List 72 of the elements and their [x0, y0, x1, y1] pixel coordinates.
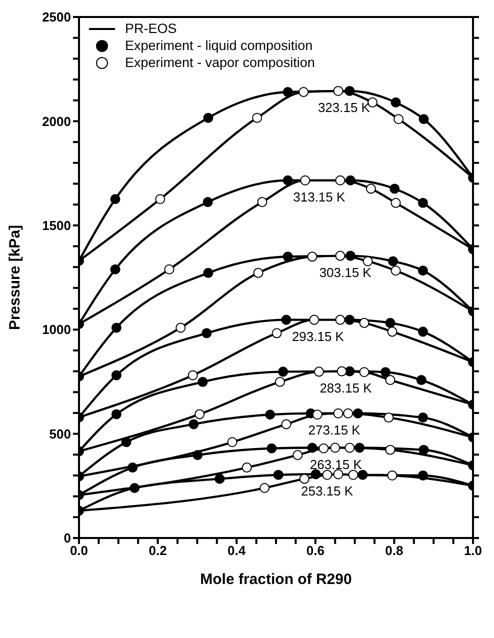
- point: [384, 412, 394, 423]
- y-axis-title: Pressure [kPa]: [6, 224, 24, 330]
- annotation: 253.15 K: [301, 483, 354, 498]
- point: [260, 482, 270, 493]
- y-tick-label: 0: [64, 530, 71, 546]
- x-tick-label: 0.4: [228, 543, 246, 558]
- point: [188, 370, 198, 380]
- legend-label: Experiment - liquid composition: [125, 37, 313, 54]
- point: [385, 375, 396, 386]
- point: [390, 266, 401, 276]
- point: [242, 462, 252, 473]
- point: [335, 314, 346, 325]
- point: [274, 376, 285, 387]
- legend-label: Experiment - vapor composition: [125, 54, 315, 71]
- point: [322, 470, 332, 480]
- annotation: 263.15 K: [310, 456, 362, 472]
- annotation: 313.15 K: [293, 190, 346, 205]
- y-tick-label: 2500: [42, 10, 71, 25]
- y-tick-label: 500: [49, 426, 71, 442]
- point: [272, 328, 282, 338]
- point: [330, 442, 340, 453]
- point: [155, 194, 166, 204]
- point: [176, 322, 186, 333]
- point: [312, 410, 322, 420]
- point: [299, 474, 310, 484]
- annotation: 273.15 K: [308, 422, 361, 438]
- point: [333, 469, 344, 480]
- point: [257, 197, 268, 208]
- x-tick-label: 0.2: [148, 543, 167, 558]
- point: [348, 470, 358, 480]
- point: [300, 175, 310, 186]
- point: [252, 112, 262, 123]
- point: [366, 184, 376, 194]
- point: [344, 442, 355, 453]
- point: [253, 268, 264, 278]
- point: [292, 450, 303, 460]
- point: [333, 408, 344, 418]
- legend-label: PR-EOS: [125, 20, 177, 37]
- point: [298, 87, 309, 98]
- point: [318, 443, 329, 454]
- point: [385, 444, 396, 455]
- y-tick-label: 1000: [42, 322, 71, 338]
- point: [309, 314, 320, 325]
- point: [333, 86, 344, 96]
- point: [362, 256, 373, 266]
- point: [227, 437, 238, 448]
- point: [394, 114, 404, 124]
- annotation: 293.15 K: [292, 329, 344, 344]
- x-tick-label: 0.0: [70, 543, 88, 558]
- y-tick-label: 1500: [42, 218, 71, 234]
- x-tick-label: 0.8: [385, 543, 404, 558]
- x-tick-label: 0.6: [306, 543, 324, 558]
- point: [335, 250, 346, 261]
- point: [281, 419, 292, 430]
- point: [194, 409, 205, 420]
- point: [307, 252, 318, 262]
- point: [343, 408, 354, 418]
- point: [390, 198, 401, 208]
- annotation: 283.15 K: [320, 380, 372, 396]
- point: [314, 366, 324, 377]
- point: [335, 175, 346, 186]
- point: [387, 326, 398, 337]
- x-axis-title: Mole fraction of R290: [200, 571, 352, 588]
- point: [164, 264, 174, 274]
- x-tick-label: 1.0: [464, 543, 482, 558]
- y-tick-label: 2000: [42, 114, 71, 129]
- annotation: 323.15 K: [318, 100, 370, 116]
- annotation: 303.15 K: [319, 265, 372, 280]
- point: [387, 470, 398, 480]
- point: [336, 366, 347, 376]
- point: [359, 367, 370, 378]
- point: [359, 318, 370, 328]
